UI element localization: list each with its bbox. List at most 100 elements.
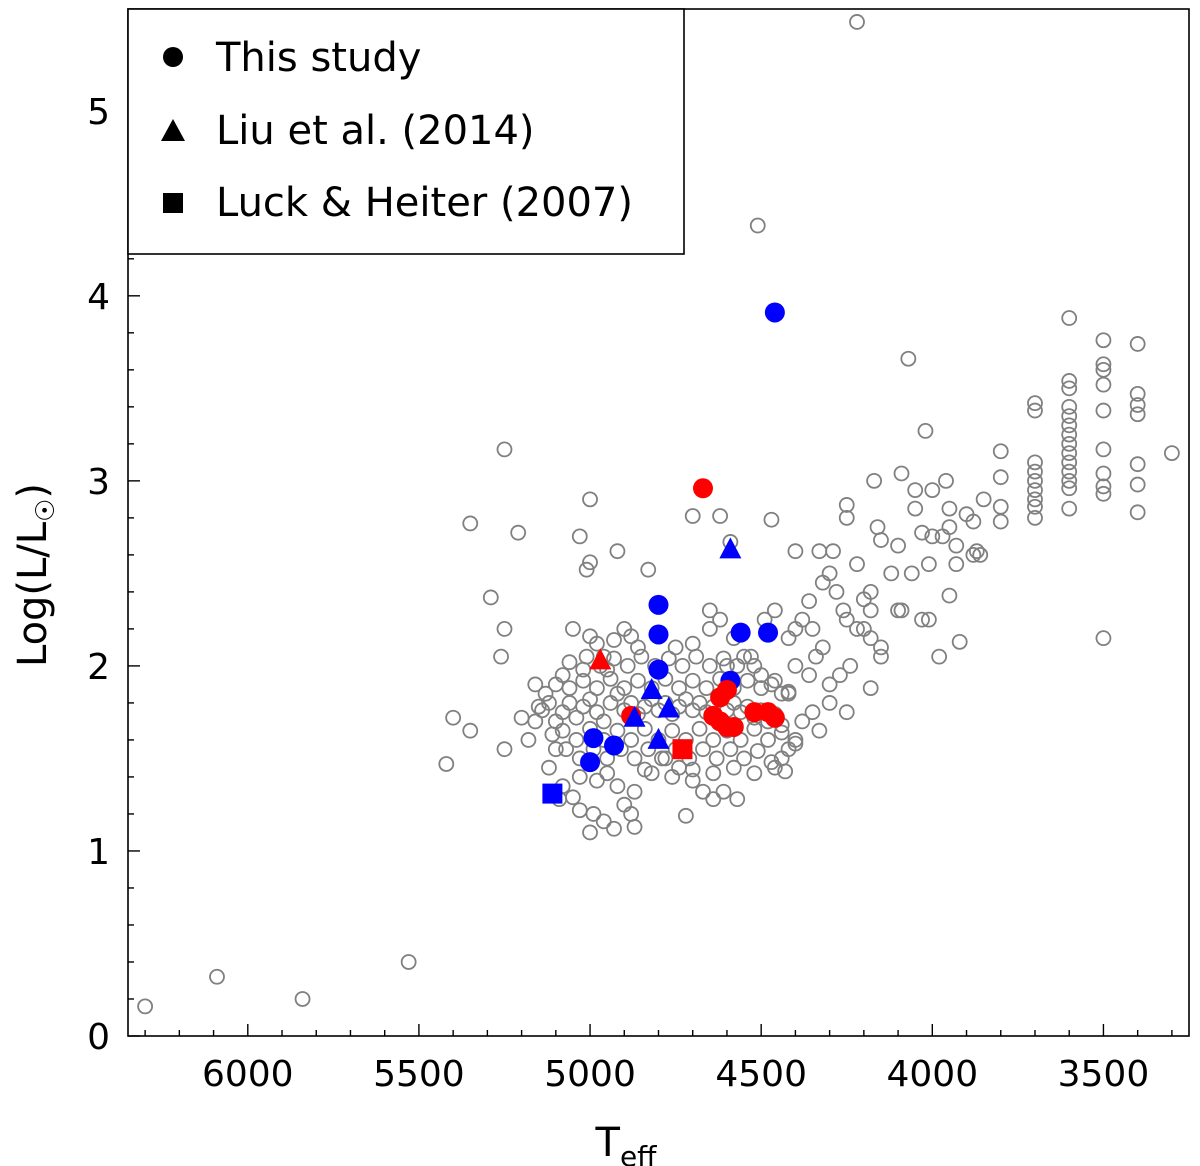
background-star-point [1027, 491, 1043, 508]
red-circle-point [744, 702, 765, 723]
background-star-point [609, 543, 626, 560]
background-star-point [705, 765, 722, 782]
background-star-point [599, 765, 616, 782]
tick-labels-group: 6000 5500 5000 4500 4000 3500 0 1 2 3 4 5 [87, 92, 1149, 1095]
blue-circle-point [604, 735, 625, 756]
background-star-point [496, 441, 513, 458]
background-star-point [640, 561, 657, 578]
background-star-point [924, 482, 941, 499]
background-star-point [1061, 408, 1078, 424]
background-star-point [1095, 356, 1112, 373]
background-star-point [914, 524, 930, 541]
blue-circle-point [764, 302, 785, 323]
background-star-point [623, 806, 640, 822]
background-star-point [948, 537, 965, 554]
background-star-point [749, 217, 766, 234]
background-star-point [753, 680, 770, 697]
background-star-point [664, 722, 681, 739]
background-star-point [654, 750, 670, 767]
background-star-point [907, 500, 924, 517]
background-star-point [561, 695, 578, 711]
y-tick-label: 1 [87, 832, 110, 873]
background-star-point [814, 574, 831, 591]
red-circle-point [710, 687, 731, 708]
background-star-point [712, 508, 729, 524]
background-star-point [780, 630, 797, 647]
background-star-point [725, 759, 742, 776]
background-star-point [862, 602, 879, 619]
background-star-point [855, 591, 872, 608]
background-star-point [602, 670, 619, 687]
background-star-point [715, 650, 732, 667]
background-star-point [294, 991, 311, 1007]
background-star-point [554, 704, 571, 721]
background-star-point [992, 443, 1009, 460]
red-triangle-point [589, 648, 612, 670]
background-star-point [821, 695, 838, 711]
background-star-point [633, 648, 650, 665]
background-star-point [958, 506, 975, 523]
background-star-point [496, 621, 513, 637]
background-star-point [602, 695, 619, 711]
background-star-point [588, 772, 605, 789]
blue-triangle-point [640, 677, 663, 699]
background-star-point [890, 602, 906, 619]
background-star-point [831, 667, 848, 684]
background-star-point [849, 621, 865, 637]
background-star-point [209, 968, 225, 985]
background-star-point [561, 680, 578, 697]
background-star-point [917, 423, 934, 439]
background-star-point [513, 709, 530, 726]
red-square-point [672, 739, 693, 760]
background-star-point [739, 672, 756, 689]
background-star-point [571, 769, 588, 785]
background-star-point [568, 732, 585, 748]
legend-box [127, 8, 685, 255]
background-star-point [866, 472, 883, 489]
background-star-point [1061, 500, 1078, 517]
background-star-point [1129, 385, 1146, 402]
background-star-point [1061, 417, 1078, 434]
background-star-point [849, 556, 865, 573]
background-star-point [1095, 402, 1112, 419]
background-star-point [606, 632, 622, 648]
background-star-point [438, 756, 455, 772]
blue-circle-point [648, 624, 669, 645]
background-star-point [1095, 478, 1112, 495]
background-star-point [873, 648, 889, 665]
background-star-point [715, 783, 732, 800]
y-axis-label-sun-symbol: ☉ [31, 499, 61, 522]
background-star-point [606, 650, 622, 667]
background-star-point [609, 778, 626, 795]
background-star-point [688, 648, 705, 665]
background-star-point [1061, 435, 1078, 452]
background-star-point [671, 680, 687, 697]
background-star-point [701, 621, 718, 637]
series-points-group [542, 302, 785, 804]
background-star-point [862, 680, 879, 697]
background-star-point [736, 750, 752, 767]
background-star-point [763, 511, 780, 528]
red-circle-point [723, 716, 744, 737]
background-star-point [640, 741, 657, 758]
y-axis-label-main: Log(L/L [10, 521, 56, 667]
background-star-point [588, 680, 605, 697]
blue-triangle-point [623, 705, 646, 727]
background-star-point [619, 658, 636, 674]
background-star-point [992, 498, 1009, 515]
background-star-point [630, 639, 646, 656]
background-star-point [588, 635, 605, 652]
x-tick-label: 4500 [715, 1054, 807, 1095]
background-star-point [582, 824, 598, 841]
background-star-point [1027, 472, 1043, 489]
background-star-point [664, 769, 681, 785]
background-star-point [1027, 509, 1043, 526]
y-tick-label: 5 [87, 92, 110, 133]
background-star-point [1095, 332, 1112, 349]
background-star-point [814, 639, 831, 656]
background-star-point [760, 732, 776, 748]
background-star-point [660, 650, 677, 667]
background-star-point [787, 621, 804, 637]
background-star-point [400, 954, 417, 970]
